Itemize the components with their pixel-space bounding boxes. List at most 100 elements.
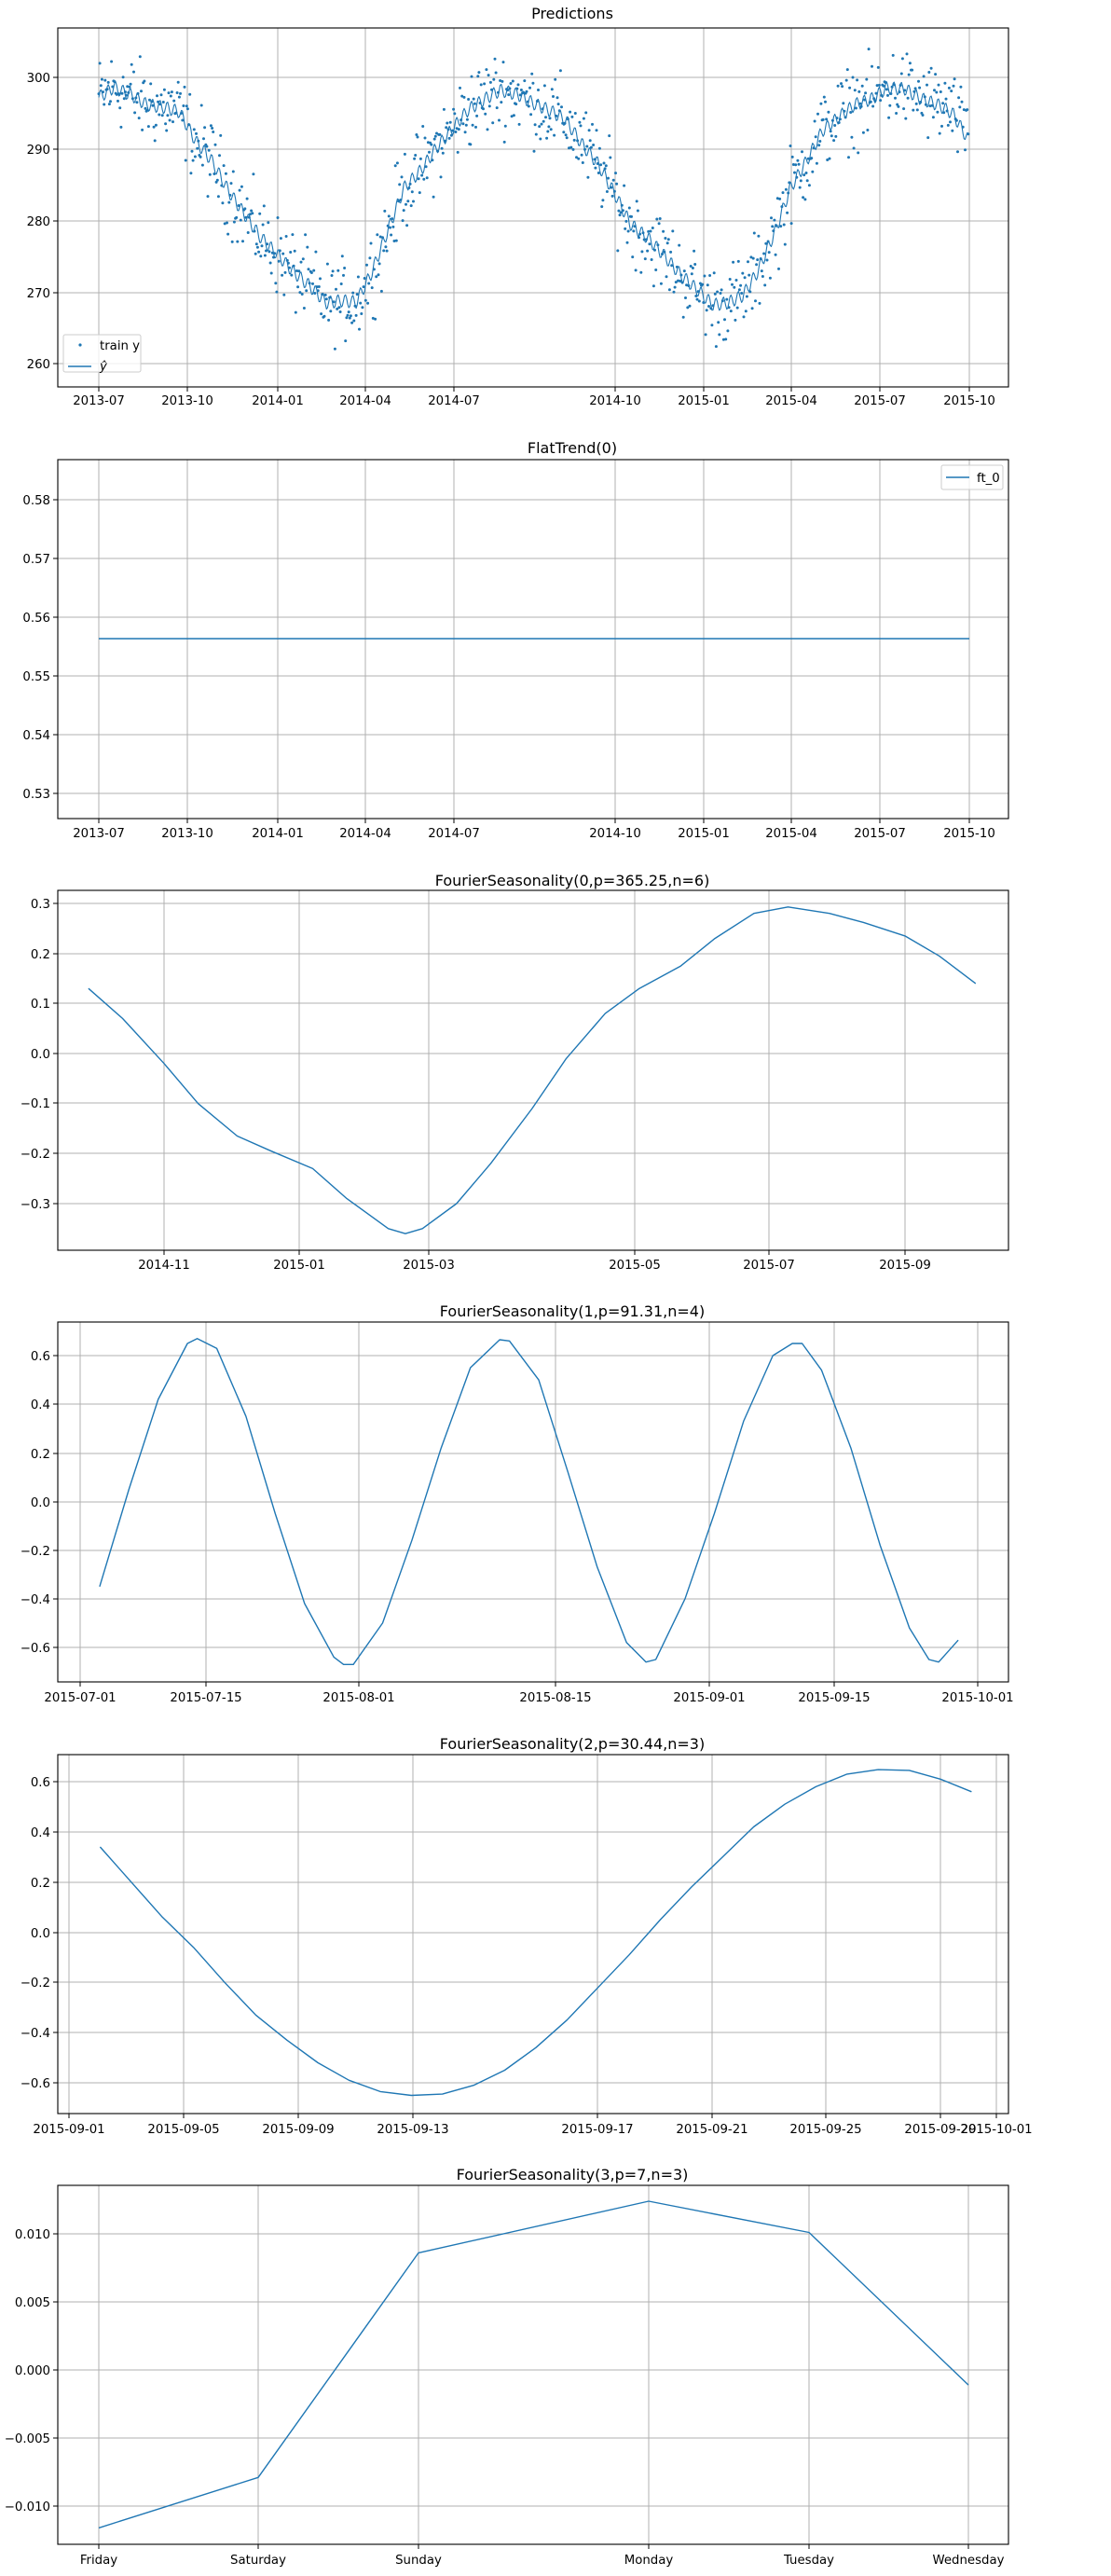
svg-text:−0.1: −0.1 bbox=[21, 1097, 50, 1111]
svg-text:2014-10: 2014-10 bbox=[589, 394, 641, 408]
grid bbox=[58, 890, 1008, 1250]
svg-text:Wednesday: Wednesday bbox=[933, 2554, 1005, 2568]
svg-text:−0.3: −0.3 bbox=[21, 1198, 50, 1212]
y-axis: 0.6 0.4 0.2 0.0 −0.2 −0.4 −0.6 bbox=[21, 1776, 58, 2091]
x-axis: 2015-07-01 2015-07-15 2015-08-01 2015-08… bbox=[44, 1682, 1014, 1705]
chart-flat-trend: FlatTrend(0) 0.58 0.57 0.56 0.55 0.54 0.… bbox=[22, 439, 1009, 841]
svg-text:2014-07: 2014-07 bbox=[428, 394, 480, 408]
svg-text:Sunday: Sunday bbox=[395, 2554, 442, 2568]
svg-text:280: 280 bbox=[27, 215, 50, 229]
seasonality-line bbox=[99, 1769, 972, 2097]
seasonality-line bbox=[99, 1337, 959, 1666]
svg-text:2014-01: 2014-01 bbox=[252, 827, 304, 841]
axes-frame bbox=[57, 1754, 1009, 2115]
svg-text:0.58: 0.58 bbox=[22, 494, 50, 508]
y-axis: 0.3 0.2 0.1 0.0 −0.1 −0.2 −0.3 bbox=[21, 898, 58, 1212]
svg-text:2015-09-15: 2015-09-15 bbox=[798, 1691, 870, 1705]
svg-text:2015-01: 2015-01 bbox=[273, 1259, 325, 1273]
svg-text:2015-04: 2015-04 bbox=[765, 827, 817, 841]
chart-predictions: Predictions 300 290 280 270 260 2013-07 … bbox=[27, 5, 1009, 408]
legend: ft_0 bbox=[940, 464, 1004, 490]
svg-text:2014-01: 2014-01 bbox=[252, 394, 304, 408]
grid bbox=[58, 2185, 1008, 2544]
svg-text:2015-09-01: 2015-09-01 bbox=[33, 2123, 104, 2137]
svg-text:2015-09-09: 2015-09-09 bbox=[262, 2123, 334, 2137]
svg-text:2015-08-01: 2015-08-01 bbox=[322, 1691, 394, 1705]
svg-text:0.0: 0.0 bbox=[31, 1927, 50, 1941]
axes-frame bbox=[57, 459, 1009, 820]
svg-text:0.2: 0.2 bbox=[31, 948, 50, 962]
svg-text:2015-07: 2015-07 bbox=[743, 1259, 795, 1273]
svg-text:2015-09-25: 2015-09-25 bbox=[789, 2123, 861, 2137]
legend-label-y-hat: ŷ bbox=[99, 359, 108, 374]
chart-title: FourierSeasonality(3,p=7,n=3) bbox=[457, 2166, 689, 2183]
svg-text:−0.4: −0.4 bbox=[21, 2027, 50, 2041]
svg-text:0.0: 0.0 bbox=[31, 1496, 50, 1510]
svg-text:2015-01: 2015-01 bbox=[678, 827, 730, 841]
svg-text:2014-10: 2014-10 bbox=[589, 827, 641, 841]
svg-text:−0.2: −0.2 bbox=[21, 1977, 50, 1991]
chart-title: FourierSeasonality(1,p=91.31,n=4) bbox=[440, 1302, 705, 1320]
axes-frame bbox=[57, 889, 1009, 1251]
svg-text:−0.4: −0.4 bbox=[21, 1593, 50, 1607]
svg-text:2015-07: 2015-07 bbox=[854, 394, 906, 408]
x-axis: 2015-09-01 2015-09-05 2015-09-09 2015-09… bbox=[33, 2114, 1033, 2137]
y-hat-line bbox=[98, 81, 969, 311]
svg-text:−0.010: −0.010 bbox=[5, 2500, 50, 2514]
seasonality-line bbox=[88, 906, 977, 1234]
svg-text:Saturday: Saturday bbox=[230, 2554, 286, 2568]
svg-text:−0.6: −0.6 bbox=[21, 2077, 50, 2091]
svg-text:2015-01: 2015-01 bbox=[678, 394, 730, 408]
svg-text:270: 270 bbox=[27, 287, 50, 301]
seasonality-line bbox=[98, 2200, 969, 2529]
svg-text:0.1: 0.1 bbox=[31, 998, 50, 1012]
x-axis: 2013-07 2013-10 2014-01 2014-04 2014-07 … bbox=[73, 387, 995, 408]
svg-text:2015-07-15: 2015-07-15 bbox=[170, 1691, 241, 1705]
svg-text:0.0: 0.0 bbox=[31, 1048, 50, 1062]
svg-text:2014-04: 2014-04 bbox=[339, 827, 391, 841]
legend-label-train-y: train y bbox=[100, 339, 140, 353]
svg-text:0.3: 0.3 bbox=[31, 898, 50, 912]
svg-text:2013-07: 2013-07 bbox=[73, 394, 125, 408]
svg-text:2015-04: 2015-04 bbox=[765, 394, 817, 408]
chart-fourier-monthly: FourierSeasonality(2,p=30.44,n=3) 0.6 0.… bbox=[21, 1735, 1033, 2137]
svg-text:0.57: 0.57 bbox=[22, 553, 50, 567]
svg-text:0.6: 0.6 bbox=[31, 1350, 50, 1364]
svg-text:0.54: 0.54 bbox=[22, 729, 50, 743]
chart-fourier-weekly: FourierSeasonality(3,p=7,n=3) 0.010 0.00… bbox=[5, 2166, 1009, 2568]
y-axis: 0.58 0.57 0.56 0.55 0.54 0.53 bbox=[22, 494, 58, 802]
svg-text:0.6: 0.6 bbox=[31, 1776, 50, 1790]
svg-text:−0.2: −0.2 bbox=[21, 1148, 50, 1162]
svg-text:260: 260 bbox=[27, 358, 50, 372]
svg-text:290: 290 bbox=[27, 144, 50, 158]
x-axis: Friday Saturday Sunday Monday Tuesday We… bbox=[80, 2544, 1005, 2568]
legend-label-ft-0: ft_0 bbox=[977, 472, 1000, 486]
svg-text:2015-08-15: 2015-08-15 bbox=[519, 1691, 591, 1705]
chart-title: FourierSeasonality(0,p=365.25,n=6) bbox=[435, 872, 710, 889]
y-axis: 300 290 280 270 260 bbox=[27, 72, 58, 372]
svg-text:2014-11: 2014-11 bbox=[138, 1259, 190, 1273]
svg-text:2015-10: 2015-10 bbox=[943, 394, 995, 408]
x-axis: 2014-11 2015-01 2015-03 2015-05 2015-07 … bbox=[138, 1250, 931, 1273]
svg-text:0.000: 0.000 bbox=[15, 2364, 50, 2378]
chart-title: FourierSeasonality(2,p=30.44,n=3) bbox=[440, 1735, 705, 1753]
svg-text:2015-09-17: 2015-09-17 bbox=[561, 2123, 633, 2137]
x-axis: 2013-07 2013-10 2014-01 2014-04 2014-07 … bbox=[73, 819, 995, 841]
svg-text:Tuesday: Tuesday bbox=[783, 2554, 834, 2568]
grid bbox=[58, 28, 1008, 387]
svg-text:0.4: 0.4 bbox=[31, 1398, 50, 1412]
y-axis: 0.6 0.4 0.2 0.0 −0.2 −0.4 −0.6 bbox=[21, 1350, 58, 1656]
svg-text:2014-07: 2014-07 bbox=[428, 827, 480, 841]
legend: train y ŷ bbox=[62, 334, 142, 374]
svg-text:2015-10-01: 2015-10-01 bbox=[941, 1691, 1013, 1705]
svg-text:0.56: 0.56 bbox=[22, 612, 50, 626]
svg-text:2013-07: 2013-07 bbox=[73, 827, 125, 841]
chart-title: FlatTrend(0) bbox=[528, 439, 617, 457]
svg-text:0.53: 0.53 bbox=[22, 788, 50, 802]
svg-text:0.4: 0.4 bbox=[31, 1826, 50, 1840]
svg-text:2015-03: 2015-03 bbox=[403, 1259, 455, 1273]
svg-text:−0.6: −0.6 bbox=[21, 1642, 50, 1656]
axes-frame bbox=[57, 2184, 1009, 2545]
svg-text:0.55: 0.55 bbox=[22, 670, 50, 684]
svg-text:Friday: Friday bbox=[80, 2554, 117, 2568]
